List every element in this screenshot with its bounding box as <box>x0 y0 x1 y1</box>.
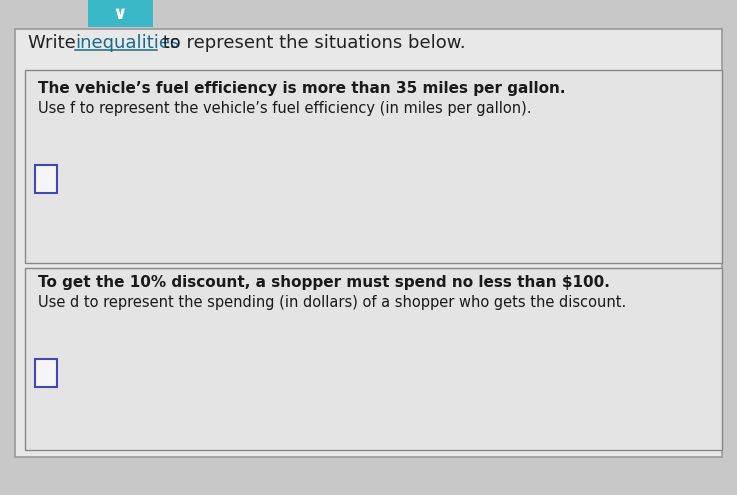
Text: ∨: ∨ <box>113 5 128 23</box>
Text: Use d to represent the spending (in dollars) of a shopper who gets the discount.: Use d to represent the spending (in doll… <box>38 296 626 310</box>
FancyBboxPatch shape <box>25 268 722 450</box>
Text: to represent the situations below.: to represent the situations below. <box>157 34 466 52</box>
FancyBboxPatch shape <box>15 29 722 457</box>
Text: The vehicle’s fuel efficiency is more than 35 miles per gallon.: The vehicle’s fuel efficiency is more th… <box>38 81 565 96</box>
Text: Write: Write <box>28 34 82 52</box>
Text: inequalities: inequalities <box>75 34 179 52</box>
FancyBboxPatch shape <box>25 70 722 263</box>
FancyBboxPatch shape <box>88 0 153 27</box>
FancyBboxPatch shape <box>35 165 57 193</box>
Text: To get the 10% discount, a shopper must spend no less than $100.: To get the 10% discount, a shopper must … <box>38 276 610 291</box>
Text: Use f to represent the vehicle’s fuel efficiency (in miles per gallon).: Use f to represent the vehicle’s fuel ef… <box>38 100 531 115</box>
FancyBboxPatch shape <box>35 359 57 387</box>
